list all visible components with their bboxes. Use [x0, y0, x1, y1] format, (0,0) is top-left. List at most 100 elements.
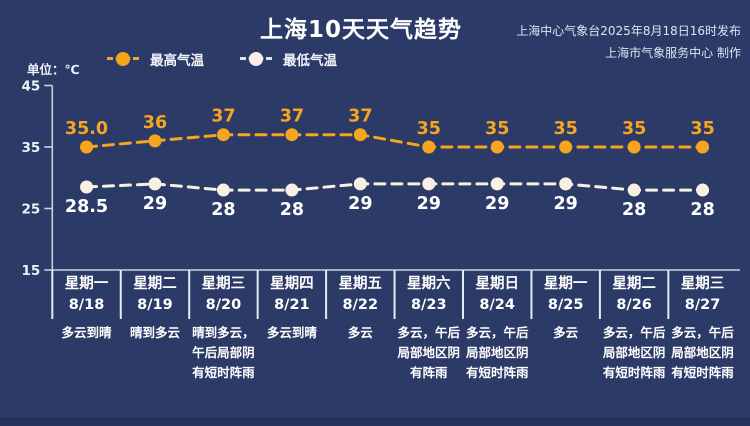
weekday-label: 星期五: [338, 276, 383, 292]
legend-label-low: 最低气温: [283, 53, 337, 69]
high-temp-label: 35: [690, 119, 714, 139]
low-temp-label: 29: [485, 194, 509, 214]
high-temp-point: [216, 128, 230, 142]
low-temp-label: 28: [622, 200, 646, 220]
low-temp-point: [216, 183, 230, 197]
bottom-strip: [0, 417, 750, 426]
low-temp-label: 29: [143, 194, 167, 214]
high-temp-line: [85, 133, 705, 149]
weekday-label: 星期三: [680, 276, 725, 292]
low-temp-label: 29: [417, 194, 441, 214]
page-title: 上海10天天气趋势: [259, 17, 462, 43]
day-column: 星期一 8/18 多云到晴: [52, 274, 120, 343]
weather-description: 多云到晴: [266, 325, 317, 340]
high-temp-point: [285, 128, 299, 142]
day-column: 星期日 8/24 多云，午后 局部地区阴 有短时阵雨: [463, 274, 531, 383]
low-temp-label: 29: [553, 194, 577, 214]
date-label: 8/21: [274, 297, 310, 313]
low-temp-label: 28: [211, 200, 235, 220]
weather-description: 多云，午后 局部地区阴 有短时阵雨: [602, 325, 666, 380]
high-temp-label: 35.0: [65, 119, 108, 139]
high-temp-point: [696, 140, 710, 154]
date-label: 8/23: [410, 297, 447, 313]
high-temp-point: [353, 128, 367, 142]
low-temp-marker-icon: [240, 52, 272, 66]
low-temp-point: [696, 183, 710, 197]
unit-label: 单位：℃: [27, 62, 80, 77]
low-temp-line: [85, 182, 705, 192]
date-label: 8/25: [547, 297, 584, 313]
high-temp-point: [422, 140, 436, 154]
y-tick-label: 35: [22, 140, 41, 156]
low-temp-label: 28: [690, 200, 714, 220]
high-temp-label: 35: [417, 119, 441, 139]
y-tick-label: 45: [22, 79, 41, 95]
weather-description: 多云到晴: [61, 325, 112, 340]
publish-info: 上海中心气象台2025年8月18日16时发布 上海市气象服务中心 制作: [516, 20, 741, 64]
date-label: 8/19: [137, 297, 173, 313]
low-temp-label: 28: [280, 200, 304, 220]
legend-item-high-temp: 最高气温: [107, 49, 204, 69]
high-temp-point: [148, 134, 162, 148]
day-column: 星期五 8/22 多云: [326, 274, 394, 343]
low-temp-label: 28.5: [65, 197, 108, 217]
weather-description: 多云: [347, 325, 373, 340]
weekday-label: 星期四: [270, 276, 314, 292]
date-label: 8/22: [342, 297, 379, 313]
low-temp-point: [148, 177, 162, 191]
high-temp-marker-icon: [107, 52, 139, 66]
weather-description: 多云，午后 局部地区阴 有阵雨: [397, 325, 461, 380]
high-temp-point: [559, 140, 573, 154]
date-label: 8/20: [205, 297, 242, 313]
day-column: 星期二 8/19 晴到多云: [121, 274, 189, 343]
weekday-label: 星期一: [64, 276, 109, 292]
legend-item-low-temp: 最低气温: [240, 49, 337, 69]
high-temp-label: 35: [485, 119, 509, 139]
low-temp-point: [80, 180, 94, 194]
weekday-label: 星期一: [543, 276, 588, 292]
legend-label-high: 最高气温: [150, 53, 204, 69]
low-temp-point: [353, 177, 367, 191]
date-label: 8/27: [684, 297, 721, 313]
day-column: 星期一 8/25 多云: [531, 274, 599, 343]
low-temp-point: [285, 183, 299, 197]
date-label: 8/24: [479, 297, 515, 313]
high-temp-point: [627, 140, 641, 154]
y-tick-label: 25: [22, 202, 41, 218]
high-temp-label: 37: [211, 107, 235, 127]
low-temp-point: [627, 183, 641, 197]
weather-description: 多云，午后 局部地区阴 有短时阵雨: [671, 325, 734, 380]
date-label: 8/18: [68, 297, 105, 313]
day-column: 星期二 8/26 多云，午后 局部地区阴 有短时阵雨: [600, 274, 668, 383]
day-column: 星期四 8/21 多云到晴: [258, 274, 326, 343]
producer-line: 上海市气象服务中心 制作: [605, 46, 741, 61]
weekday-label: 星期二: [612, 276, 656, 292]
low-temp-label: 29: [348, 194, 372, 214]
weather-description: 多云，午后 局部地区阴 有短时阵雨: [465, 325, 529, 380]
low-temp-point: [490, 177, 504, 191]
low-temp-point: [559, 177, 573, 191]
day-column: 星期六 8/23 多云，午后 局部地区阴 有阵雨: [395, 274, 463, 383]
low-temp-point: [422, 177, 436, 191]
high-temp-point: [80, 140, 94, 154]
high-temp-label: 36: [143, 113, 167, 133]
day-column: 星期三 8/27 多云，午后 局部地区阴 有短时阵雨: [668, 274, 736, 383]
day-column: 星期三 8/20 晴到多云， 午后局部阴 有短时阵雨: [189, 274, 257, 383]
high-temp-label: 37: [280, 107, 304, 127]
y-tick-label: 15: [22, 263, 41, 279]
weekday-label: 星期六: [407, 276, 451, 292]
date-label: 8/26: [616, 297, 652, 313]
weather-description: 多云: [553, 325, 579, 340]
high-temp-point: [490, 140, 504, 154]
high-temp-label: 35: [553, 119, 577, 139]
weekday-label: 星期三: [201, 276, 246, 292]
weekday-label: 星期日: [475, 276, 519, 292]
high-temp-label: 35: [622, 119, 646, 139]
high-temp-label: 37: [348, 107, 372, 127]
legend: 最高气温 最低气温: [107, 49, 337, 69]
weather-description: 晴到多云: [129, 325, 180, 340]
weekday-label: 星期二: [133, 276, 177, 292]
publish-line: 上海中心气象台2025年8月18日16时发布: [516, 24, 741, 38]
